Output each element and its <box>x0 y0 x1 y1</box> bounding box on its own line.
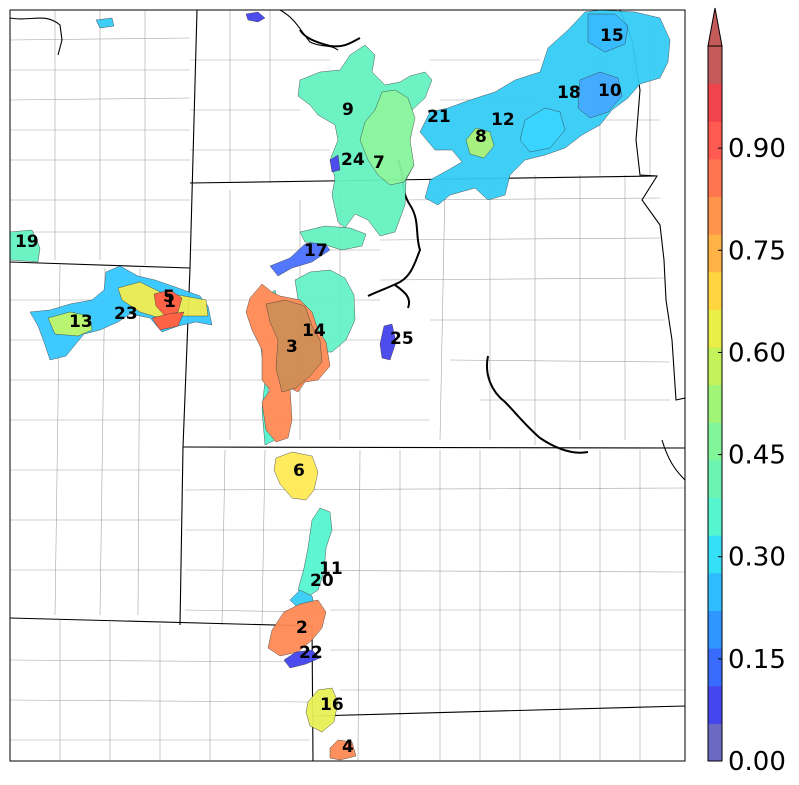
top-patch-shape-a <box>245 11 266 23</box>
colorbar-extend-arrow <box>707 7 723 47</box>
region-labels: 1 2 3 4 5 6 7 8 9 10 11 12 13 14 15 16 1… <box>15 26 624 757</box>
region-label: 9 <box>342 100 354 120</box>
region-label: 14 <box>302 321 326 341</box>
region-10-shape <box>577 71 623 119</box>
colorbar-segment <box>708 46 722 85</box>
region-label: 4 <box>342 737 354 757</box>
colorbar-segment <box>708 196 722 235</box>
colorbar-segment <box>708 535 722 574</box>
region-label: 21 <box>427 107 451 127</box>
region-label: 17 <box>304 241 328 261</box>
top-patch-shape-b <box>95 17 115 29</box>
region-2-shape <box>267 599 327 657</box>
rivers <box>299 29 589 454</box>
region-15-shape <box>587 13 629 53</box>
colorbar-segment <box>708 271 722 310</box>
region-label: 19 <box>15 232 39 252</box>
region-17-shape <box>269 239 331 277</box>
region-16-shape <box>305 687 339 733</box>
colorbar-segments <box>708 46 722 762</box>
region-6-shape <box>273 451 319 501</box>
colorbar-segment <box>708 83 722 122</box>
region-label: 10 <box>598 81 622 101</box>
region-label: 22 <box>299 643 323 663</box>
colorbar-segment <box>708 121 722 160</box>
colorbar-tick-label: 0.30 <box>728 543 786 573</box>
region-label: 20 <box>310 571 334 591</box>
colorbar-segment <box>708 723 722 762</box>
top-patch-shape-c <box>329 154 341 173</box>
probability-regions <box>9 9 671 761</box>
region-label: 24 <box>341 150 365 170</box>
colorbar-tick-label: 0.00 <box>728 747 786 777</box>
region-label: 6 <box>293 461 305 481</box>
colorbar-segment <box>708 610 722 649</box>
region-label: 18 <box>557 83 581 103</box>
region-label: 16 <box>320 695 344 715</box>
region-25-shape <box>379 323 397 361</box>
region-23-shape <box>29 265 213 361</box>
region-label: 1 <box>164 292 176 312</box>
region-label: 12 <box>491 110 515 130</box>
region-label: 13 <box>69 312 93 332</box>
colorbar-segment <box>708 648 722 687</box>
colorbar: 0.00 0.15 0.30 0.45 0.60 0.75 0.90 <box>707 7 786 777</box>
region-label: 7 <box>373 153 385 173</box>
region-22-shape <box>283 649 321 669</box>
colorbar-segment <box>708 347 722 386</box>
region-13-shape <box>47 311 93 337</box>
colorbar-segment <box>708 685 722 724</box>
region-4-shape <box>329 739 357 761</box>
region-5-shape <box>153 289 183 317</box>
region-8-shape <box>465 127 495 159</box>
colorbar-segment <box>708 422 722 461</box>
region-label: 11 <box>319 559 343 579</box>
map-border <box>9 9 686 762</box>
colorbar-segment <box>708 158 722 198</box>
colorbar-tick-label: 0.15 <box>728 645 786 675</box>
region-label: 8 <box>475 127 487 147</box>
region-1-shape <box>151 311 185 331</box>
region-17-green-shape <box>299 225 367 251</box>
colorbar-tick-label: 0.75 <box>728 236 786 266</box>
region-7-shape <box>359 89 416 186</box>
colorbar-segment <box>708 497 722 536</box>
region-label: 15 <box>600 26 624 46</box>
colorbar-segment <box>708 459 722 499</box>
region-18-shape <box>519 107 566 153</box>
colorbar-segment <box>708 384 722 423</box>
region-label: 3 <box>286 337 298 357</box>
region-label: 2 <box>296 618 308 638</box>
colorbar-ticks: 0.00 0.15 0.30 0.45 0.60 0.75 0.90 <box>718 134 786 777</box>
colorbar-border <box>707 45 723 762</box>
region-label: 23 <box>114 304 138 324</box>
region-11-shape <box>297 507 333 599</box>
colorbar-tick-label: 0.90 <box>728 134 786 164</box>
colorbar-segment <box>708 234 722 273</box>
colorbar-segment <box>708 309 722 348</box>
region-3-shape <box>265 299 323 393</box>
colorbar-segment <box>708 572 722 611</box>
region-label: 25 <box>390 329 414 349</box>
region-label: 5 <box>163 287 175 307</box>
colorbar-tick-label: 0.45 <box>728 441 786 471</box>
colorbar-tick-label: 0.60 <box>728 338 786 368</box>
